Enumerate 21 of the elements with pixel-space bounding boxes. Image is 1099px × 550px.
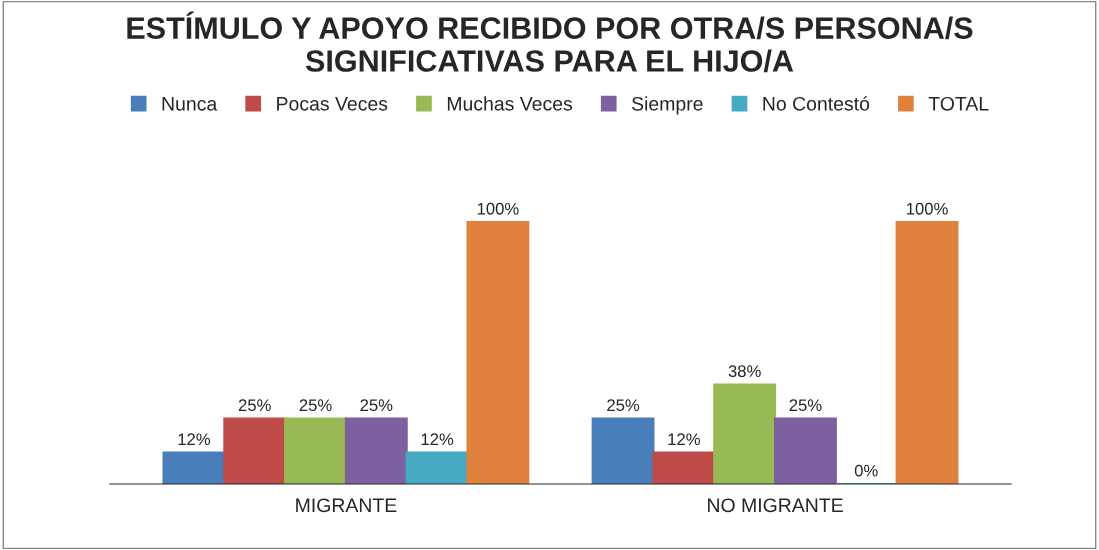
legend-label: Siempre <box>631 96 703 115</box>
data-label: 12% <box>668 433 700 446</box>
data-label: 38% <box>728 365 761 378</box>
legend-label: Muchas Veces <box>447 96 573 111</box>
data-label: 12% <box>421 433 454 446</box>
x-tick-label: MIGRANTE <box>296 498 397 513</box>
data-label: 100% <box>477 202 519 215</box>
x-tick-label: NO MIGRANTE <box>708 498 843 513</box>
data-label: 25% <box>607 399 640 412</box>
legend-label: No Contestó <box>763 96 870 111</box>
data-label: 25% <box>299 399 332 412</box>
data-label: 100% <box>907 202 948 215</box>
chart-title: ESTÍMULO Y APOYO RECIBIDO POR OTRA/S PERSONA/S SIGNIFICATIVAS PARA EL HIJO/A <box>127 11 973 73</box>
data-label: 25% <box>238 399 271 412</box>
data-label: 25% <box>360 399 393 412</box>
legend-label: Nunca <box>162 97 218 111</box>
legend-label: Pocas Veces <box>277 97 388 111</box>
legend-label: TOTAL <box>928 96 989 111</box>
data-label: 0% <box>854 464 878 477</box>
data-label: 25% <box>789 399 822 412</box>
data-label: 12% <box>178 433 211 446</box>
